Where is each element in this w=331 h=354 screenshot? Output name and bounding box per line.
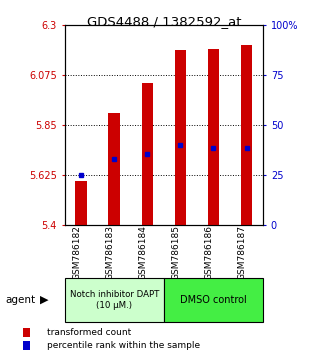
Text: GSM786187: GSM786187 bbox=[238, 225, 247, 280]
Bar bbox=[23, 341, 30, 350]
Text: Notch inhibitor DAPT
(10 μM.): Notch inhibitor DAPT (10 μM.) bbox=[70, 290, 159, 310]
Bar bbox=[108, 113, 120, 225]
Bar bbox=[175, 50, 186, 225]
Bar bbox=[208, 49, 219, 225]
Bar bbox=[65, 278, 164, 322]
Text: GSM786185: GSM786185 bbox=[171, 225, 180, 280]
Bar bbox=[164, 278, 263, 322]
Text: GSM786183: GSM786183 bbox=[105, 225, 114, 280]
Bar bbox=[241, 45, 252, 225]
Text: GSM786182: GSM786182 bbox=[72, 225, 81, 280]
Text: percentile rank within the sample: percentile rank within the sample bbox=[47, 341, 200, 350]
Text: GSM786184: GSM786184 bbox=[138, 225, 147, 280]
Bar bbox=[142, 82, 153, 225]
Text: GDS4488 / 1382592_at: GDS4488 / 1382592_at bbox=[87, 15, 241, 28]
Text: GSM786186: GSM786186 bbox=[205, 225, 213, 280]
Text: ▶: ▶ bbox=[40, 295, 49, 305]
Text: agent: agent bbox=[5, 295, 35, 305]
Text: DMSO control: DMSO control bbox=[180, 295, 247, 305]
Bar bbox=[23, 327, 30, 337]
Text: transformed count: transformed count bbox=[47, 328, 131, 337]
Bar bbox=[75, 182, 87, 225]
